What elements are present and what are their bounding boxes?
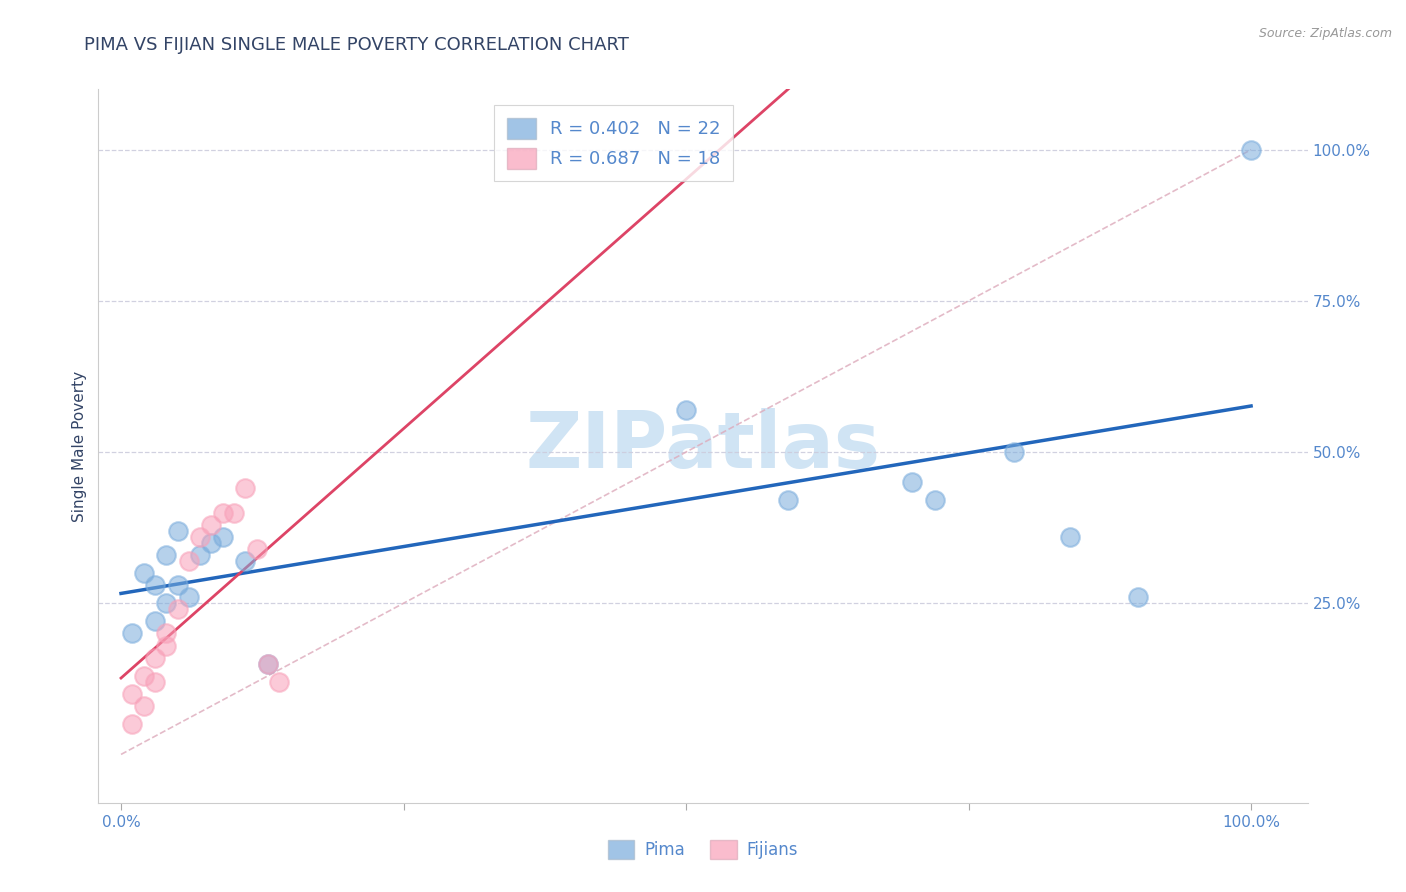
Point xyxy=(177,554,200,568)
Point xyxy=(211,530,233,544)
Y-axis label: Single Male Poverty: Single Male Poverty xyxy=(72,370,87,522)
Point xyxy=(155,548,177,562)
Point xyxy=(143,615,166,629)
Point xyxy=(166,602,188,616)
Point xyxy=(143,578,166,592)
Point xyxy=(132,669,155,683)
Point xyxy=(1126,590,1149,604)
Point xyxy=(143,674,166,689)
Point xyxy=(188,530,211,544)
Point xyxy=(257,657,280,671)
Point xyxy=(177,590,200,604)
Point xyxy=(924,493,946,508)
Point xyxy=(166,524,188,538)
Point xyxy=(121,626,143,640)
Point xyxy=(1002,445,1025,459)
Point xyxy=(1240,143,1263,157)
Point xyxy=(257,657,280,671)
Point xyxy=(233,554,256,568)
Point xyxy=(155,639,177,653)
Point xyxy=(132,566,155,580)
Text: ZIPatlas: ZIPatlas xyxy=(526,408,880,484)
Point xyxy=(222,506,245,520)
Point xyxy=(155,596,177,610)
Point xyxy=(1059,530,1081,544)
Point xyxy=(132,699,155,714)
Point xyxy=(121,687,143,701)
Point xyxy=(211,506,233,520)
Point xyxy=(121,717,143,731)
Legend: Pima, Fijians: Pima, Fijians xyxy=(600,833,806,866)
Point xyxy=(188,548,211,562)
Point xyxy=(143,650,166,665)
Point xyxy=(200,535,222,549)
Text: PIMA VS FIJIAN SINGLE MALE POVERTY CORRELATION CHART: PIMA VS FIJIAN SINGLE MALE POVERTY CORRE… xyxy=(84,36,630,54)
Point xyxy=(166,578,188,592)
Point xyxy=(233,481,256,495)
Point xyxy=(246,541,269,556)
Point xyxy=(155,626,177,640)
Text: Source: ZipAtlas.com: Source: ZipAtlas.com xyxy=(1258,27,1392,40)
Point xyxy=(675,402,697,417)
Point xyxy=(269,674,291,689)
Point xyxy=(200,517,222,532)
Point xyxy=(901,475,924,490)
Point xyxy=(776,493,799,508)
